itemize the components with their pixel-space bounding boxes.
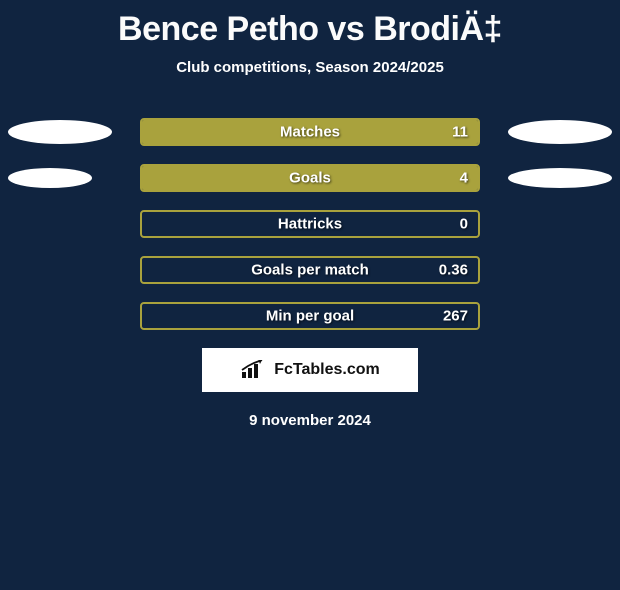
stat-bar: Goals per match 0.36: [140, 256, 480, 284]
stat-bar: Matches 11: [140, 118, 480, 146]
stat-row: Min per goal 267: [0, 302, 620, 330]
bars-icon: [240, 360, 270, 380]
stat-value: 4: [460, 170, 468, 187]
right-value-ellipse: [508, 168, 612, 188]
stat-row: Matches 11: [0, 118, 620, 146]
stat-value: 0: [460, 216, 468, 233]
stat-bar: Min per goal 267: [140, 302, 480, 330]
stat-label: Goals per match: [251, 262, 369, 279]
left-value-ellipse: [8, 120, 112, 144]
left-value-ellipse: [8, 168, 92, 188]
stat-value: 0.36: [439, 262, 468, 279]
stat-label: Hattricks: [278, 216, 342, 233]
stat-label: Matches: [280, 124, 340, 141]
right-value-ellipse: [508, 120, 612, 144]
stat-label: Goals: [289, 170, 331, 187]
date-text: 9 november 2024: [0, 412, 620, 429]
page-title: Bence Petho vs BrodiÄ‡: [0, 10, 620, 49]
stat-label: Min per goal: [266, 308, 354, 325]
logo-text: FcTables.com: [274, 361, 380, 379]
subtitle: Club competitions, Season 2024/2025: [0, 59, 620, 76]
fctables-logo[interactable]: FcTables.com: [202, 348, 418, 392]
stat-value: 267: [443, 308, 468, 325]
stat-bar: Goals 4: [140, 164, 480, 192]
stat-value: 11: [452, 124, 468, 141]
stat-row: Hattricks 0: [0, 210, 620, 238]
stat-row: Goals per match 0.36: [0, 256, 620, 284]
stat-row: Goals 4: [0, 164, 620, 192]
comparison-chart: Matches 11 Goals 4 Hattricks 0 Goals per match…: [0, 118, 620, 330]
stat-bar: Hattricks 0: [140, 210, 480, 238]
